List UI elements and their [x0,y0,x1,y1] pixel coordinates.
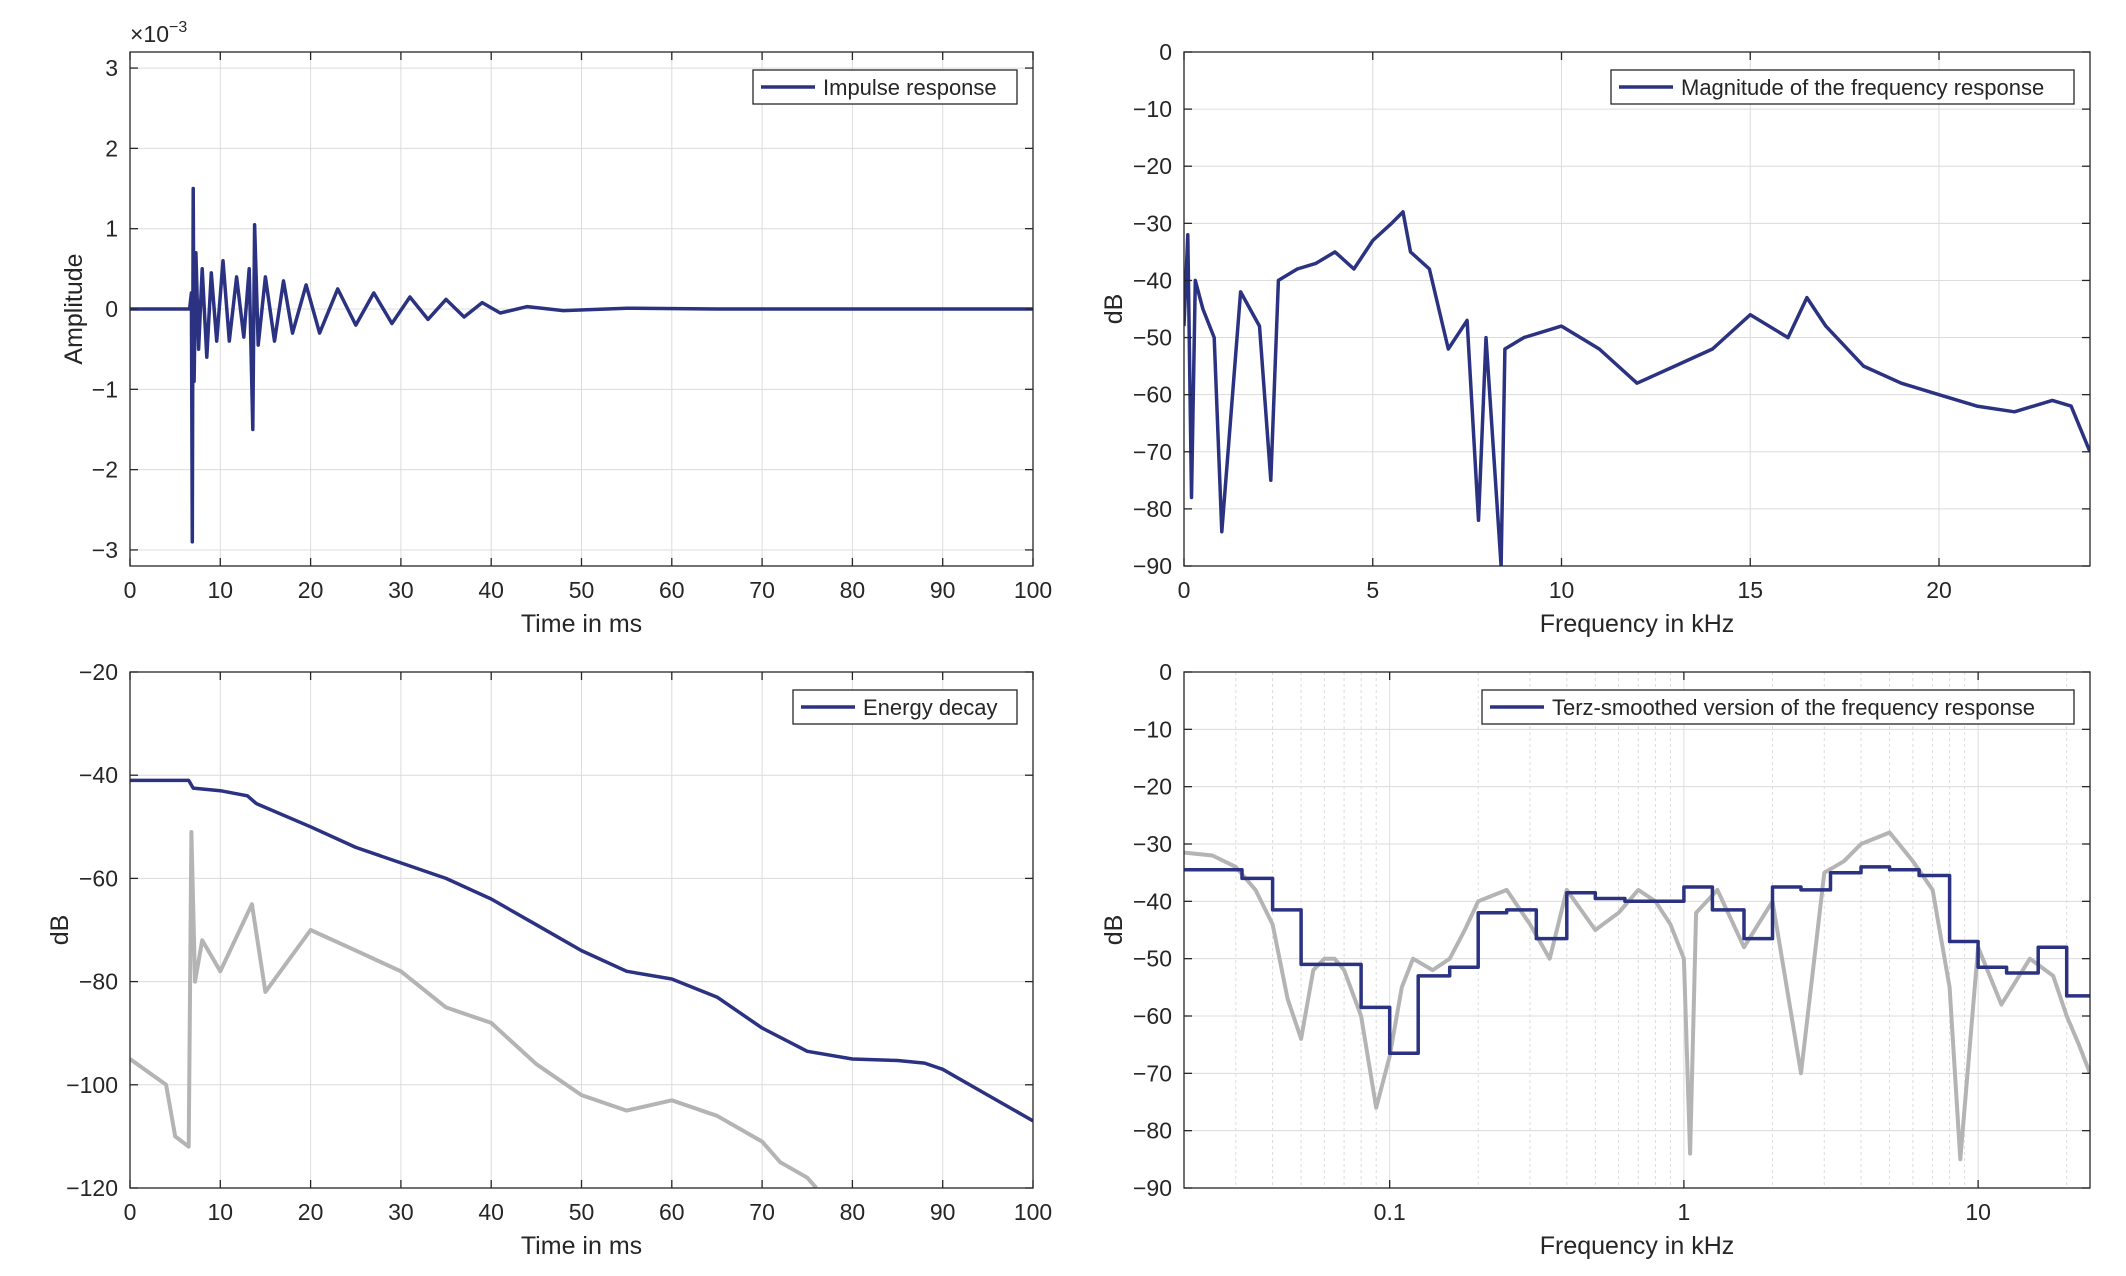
y-tick-label: −20 [1133,774,1172,800]
x-tick-label: 0 [124,1199,137,1225]
impulse-response-axes: 0 10 20 30 40 50 60 70 80 90 100 −3 −2 −1 0 1 2 3 Time in … [60,19,1052,638]
y-axis-label: Amplitude [60,253,88,364]
x-tick-label: 20 [1926,577,1952,603]
axes-frame [1183,51,2091,567]
y-tick-label: −70 [1133,439,1172,465]
x-tick-label: 15 [1737,577,1763,603]
legend: Impulse response [752,69,1018,105]
series-line-primary [130,186,1033,544]
x-tick-label: 40 [478,1199,504,1225]
y-tick-label: 3 [105,55,118,81]
legend: Terz-smoothed version of the frequency r… [1481,689,2075,725]
x-axis-label: Frequency in kHz [1540,1232,1735,1260]
y-tick-label: −80 [1133,496,1172,522]
y-tick-label: −90 [1133,553,1172,579]
x-tick-label: 0.1 [1374,1199,1406,1225]
x-tick-label: 60 [659,577,685,603]
y-tick-label: −80 [79,969,118,995]
x-axis-label: Time in ms [521,610,642,638]
y-axis-label: dB [46,915,74,946]
y-tick-label: −1 [92,376,118,402]
y-tick-label: −3 [92,537,118,563]
y-tick-label: 1 [105,216,118,242]
x-axis-label: Frequency in kHz [1540,610,1735,638]
y-tick-label: −100 [66,1072,118,1098]
legend-entry: Terz-smoothed version of the frequency r… [1552,695,2035,720]
y-tick-label: −20 [79,659,118,685]
series-line-primary [1184,210,2090,566]
y-tick-label: −30 [1133,210,1172,236]
y-tick-label: 0 [105,296,118,322]
y-tick-label: −50 [1133,325,1172,351]
y-tick-label: −10 [1133,96,1172,122]
y-tick-label: 0 [1159,659,1172,685]
series-line-secondary [130,830,818,1188]
y-tick-label: −20 [1133,153,1172,179]
x-tick-label: 40 [478,577,504,603]
x-tick-label: 100 [1014,1199,1052,1225]
y-tick-label: −40 [1133,888,1172,914]
x-tick-label: 20 [298,1199,324,1225]
x-axis-label: Time in ms [521,1232,642,1260]
y-tick-label: −90 [1133,1175,1172,1201]
y-tick-label: −50 [1133,946,1172,972]
magnitude-response-axes: 0 5 10 15 20 −90 −80 −70 −60 −50 −40 −30 −20 −10 0 Freq… [1100,39,2091,638]
x-tick-label: 70 [749,577,775,603]
y-axis-label: dB [1100,915,1128,946]
y-tick-label: −2 [92,457,118,483]
x-tick-label: 90 [930,577,956,603]
y-tick-label: −30 [1133,831,1172,857]
legend-entry: Magnitude of the frequency response [1681,75,2044,100]
x-tick-label: 30 [388,1199,414,1225]
x-tick-label: 10 [1965,1199,1991,1225]
plot-area [1184,672,2090,1188]
legend-entry: Impulse response [823,75,997,100]
x-tick-label: 70 [749,1199,775,1225]
x-tick-label: 50 [569,1199,595,1225]
y-tick-label: −70 [1133,1060,1172,1086]
y-tick-label: 2 [105,135,118,161]
x-tick-label: 20 [298,577,324,603]
x-tick-label: 50 [569,577,595,603]
series-line-secondary [1184,830,2090,1162]
legend-entry: Energy decay [863,695,998,720]
legend-box [752,69,1018,105]
y-tick-label: −80 [1133,1118,1172,1144]
series-line-primary [1184,865,2090,1056]
energy-decay-axes: 0 10 20 30 40 50 60 70 80 90 100 −120 −100 −80 −60 −40 −… [46,659,1052,1260]
x-tick-label: 60 [659,1199,685,1225]
x-tick-label: 5 [1366,577,1379,603]
legend-box [1481,689,2075,725]
x-tick-label: 80 [840,1199,866,1225]
y-tick-label: −60 [1133,382,1172,408]
terz-smoothed-axes: 0.1 1 10 −90 −80 −70 −60 −50 −40 −30 −20 −10 0 Freque… [1100,659,2091,1260]
y-axis-label: dB [1100,294,1128,325]
legend: Energy decay [792,689,1018,725]
axes-frame [1183,671,2091,1189]
legend: Magnitude of the frequency response [1610,69,2075,105]
x-tick-label: 30 [388,577,414,603]
legend-box [792,689,1018,725]
y-tick-label: −60 [79,865,118,891]
x-tick-label: 90 [930,1199,956,1225]
x-tick-label: 80 [840,577,866,603]
legend-box [1610,69,2075,105]
x-tick-label: 10 [1549,577,1575,603]
x-tick-label: 10 [208,1199,234,1225]
y-tick-label: −40 [79,762,118,788]
series-line-primary [130,778,1033,1123]
exponent-power: −3 [169,19,187,36]
plot-area [1184,52,2090,566]
y-tick-label: 0 [1159,39,1172,65]
y-tick-label: −120 [66,1175,118,1201]
x-tick-label: 100 [1014,577,1052,603]
x-tick-label: 10 [208,577,234,603]
x-tick-label: 0 [124,577,137,603]
y-tick-label: −40 [1133,267,1172,293]
x-tick-label: 0 [1178,577,1191,603]
y-tick-label: −60 [1133,1003,1172,1029]
x-tick-label: 1 [1677,1199,1690,1225]
y-tick-label: −10 [1133,716,1172,742]
